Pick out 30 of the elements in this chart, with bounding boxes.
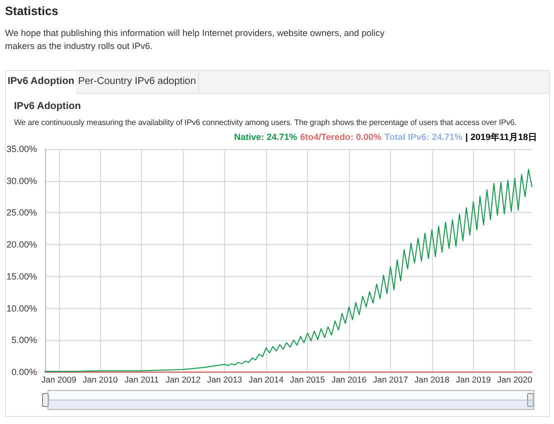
text: Statistics — [5, 4, 58, 18]
x-tick-label: Jan 2019 — [456, 374, 492, 384]
text: We hope that publishing this information will help Internet providers, website owners, and policy makers as the industry rolls out IPv6. — [5, 27, 385, 53]
y-tick-label: 10.00% — [6, 303, 37, 314]
x-tick-label: Jan 2011 — [124, 374, 160, 384]
text: IPv6 Adoption — [6, 71, 76, 94]
x-tick-label: Jan 2010 — [82, 374, 118, 384]
x-tick-label: Jan 2013 — [207, 374, 242, 384]
text: | 2019年11月18日 — [465, 132, 537, 142]
y-tick-label: 0.00% — [11, 367, 37, 377]
x-tick-label: Jan 2009 — [41, 374, 77, 384]
x-tick-label: Jan 2016 — [331, 374, 367, 384]
text: Total IPv6: 24.71% — [384, 132, 462, 142]
text: Native: 24.71% — [234, 132, 298, 142]
y-tick-label: 30.00% — [6, 176, 37, 186]
chart-title: IPv6 Adoption — [14, 101, 81, 112]
x-tick-label: Jan 2020 — [497, 374, 533, 384]
y-tick-label: 25.00% — [6, 208, 37, 218]
y-tick-label: 20.00% — [6, 240, 37, 250]
x-tick-label: Jan 2012 — [166, 374, 201, 384]
x-tick-label: Jan 2017 — [372, 374, 408, 384]
y-tick-label: 15.00% — [6, 271, 37, 282]
text: 6to4/Teredo: 0.00% — [300, 132, 382, 142]
y-tick-label: 5.00% — [11, 335, 37, 346]
x-tick-label: Jan 2018 — [414, 374, 450, 384]
chart-subtitle: We are continuously measuring the availability of IPv6 connectivity among users. The graph shows the percentage of users that access over IPv6. — [14, 118, 517, 127]
text: Per-Country IPv6 adoption — [76, 71, 199, 93]
y-tick-label: 35.00% — [6, 144, 37, 154]
x-tick-label: Jan 2014 — [248, 374, 284, 384]
x-tick-label: Jan 2015 — [290, 374, 326, 384]
